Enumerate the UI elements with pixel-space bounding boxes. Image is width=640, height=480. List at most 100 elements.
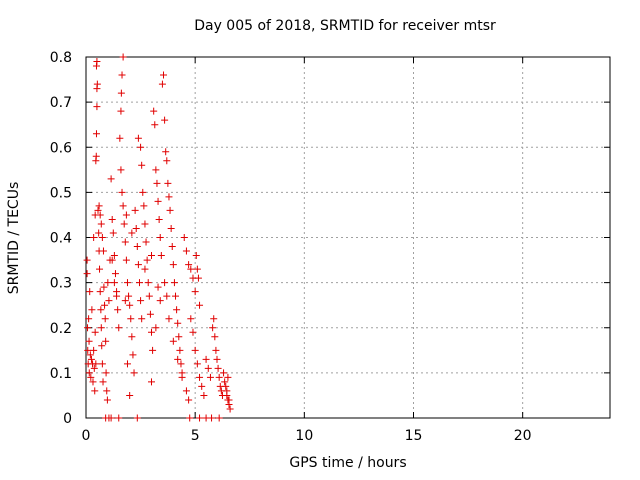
data-point: [174, 355, 182, 363]
data-point: [116, 134, 124, 142]
data-point: [101, 315, 109, 323]
data-point: [119, 202, 127, 210]
data-point: [198, 382, 206, 390]
data-point: [151, 121, 159, 129]
data-point: [86, 351, 94, 359]
data-point: [90, 346, 98, 354]
data-point: [193, 265, 201, 273]
data-point: [150, 107, 158, 115]
data-point: [170, 279, 178, 287]
data-point: [204, 364, 212, 372]
data-point: [110, 279, 118, 287]
y-tick-label: 0.6: [50, 140, 72, 156]
data-point: [149, 346, 157, 354]
data-point: [87, 355, 95, 363]
data-point: [215, 414, 223, 422]
x-tick-label: 15: [405, 428, 423, 444]
data-point: [180, 234, 188, 241]
data-point: [156, 297, 164, 305]
data-point: [126, 301, 134, 309]
data-point: [118, 188, 126, 196]
data-point: [108, 215, 116, 223]
data-point: [96, 211, 104, 219]
data-point: [148, 378, 155, 386]
data-point: [96, 265, 104, 273]
data-point: [146, 310, 154, 318]
data-point: [161, 279, 169, 287]
data-point: [95, 202, 103, 210]
data-point: [122, 211, 130, 219]
y-tick-label: 0.7: [50, 95, 72, 111]
data-point: [148, 252, 155, 260]
data-point: [157, 252, 165, 260]
data-point: [85, 369, 93, 377]
data-point: [98, 234, 106, 241]
data-point: [169, 261, 177, 269]
y-tick-label: 0: [63, 411, 72, 427]
data-point: [125, 292, 133, 300]
data-point: [123, 279, 131, 287]
data-point: [141, 220, 149, 228]
data-point: [222, 382, 230, 390]
data-point: [178, 369, 186, 377]
data-point: [100, 283, 108, 291]
data-point: [133, 243, 141, 251]
data-point: [91, 387, 99, 395]
data-point: [165, 193, 173, 201]
data-point: [191, 346, 199, 354]
data-point: [99, 378, 107, 386]
data-point: [177, 360, 185, 368]
data-point: [165, 315, 173, 323]
y-tick-label: 0.5: [50, 185, 72, 201]
data-points: [83, 53, 234, 422]
data-point: [113, 292, 121, 300]
data-point: [193, 360, 201, 368]
data-point: [164, 179, 172, 187]
data-point: [154, 197, 162, 205]
data-point: [215, 373, 223, 381]
data-point: [99, 247, 107, 255]
data-point: [117, 89, 125, 97]
data-point: [185, 261, 193, 269]
data-point: [137, 297, 145, 305]
data-point: [209, 324, 217, 332]
data-point: [191, 288, 199, 296]
data-point: [140, 202, 148, 210]
data-point: [83, 270, 91, 278]
data-point: [196, 301, 204, 309]
data-point: [182, 387, 190, 395]
data-point: [93, 58, 101, 66]
data-point: [206, 373, 214, 381]
data-point: [153, 179, 161, 187]
data-point: [152, 166, 160, 174]
data-point: [172, 292, 180, 300]
data-point: [84, 346, 92, 354]
data-point: [223, 387, 231, 395]
data-point: [182, 247, 190, 255]
data-point: [128, 229, 136, 237]
data-point: [174, 319, 182, 327]
data-point: [88, 306, 96, 314]
x-tick-label: 10: [295, 428, 313, 444]
data-point: [102, 337, 110, 345]
data-point: [210, 315, 218, 323]
data-point: [103, 396, 111, 404]
x-axis-label: GPS time / hours: [289, 455, 407, 471]
data-point: [148, 328, 155, 336]
y-tick-label: 0.2: [50, 321, 72, 337]
axis-ticks: 0 5 10 15 20 0 0.1 0.2 0.3 0.4 0.5 0.6 0.7 0.8: [50, 50, 610, 444]
data-point: [119, 53, 127, 61]
data-point: [226, 405, 234, 413]
data-point: [93, 103, 101, 111]
data-point: [158, 80, 166, 88]
data-point: [126, 391, 134, 399]
data-point: [133, 414, 141, 422]
data-point: [93, 80, 101, 88]
data-point: [185, 396, 193, 404]
data-point: [117, 107, 125, 115]
data-point: [105, 297, 113, 305]
data-point: [86, 288, 94, 296]
grid-lines: [86, 57, 610, 418]
data-point: [186, 414, 194, 422]
data-point: [138, 315, 146, 323]
